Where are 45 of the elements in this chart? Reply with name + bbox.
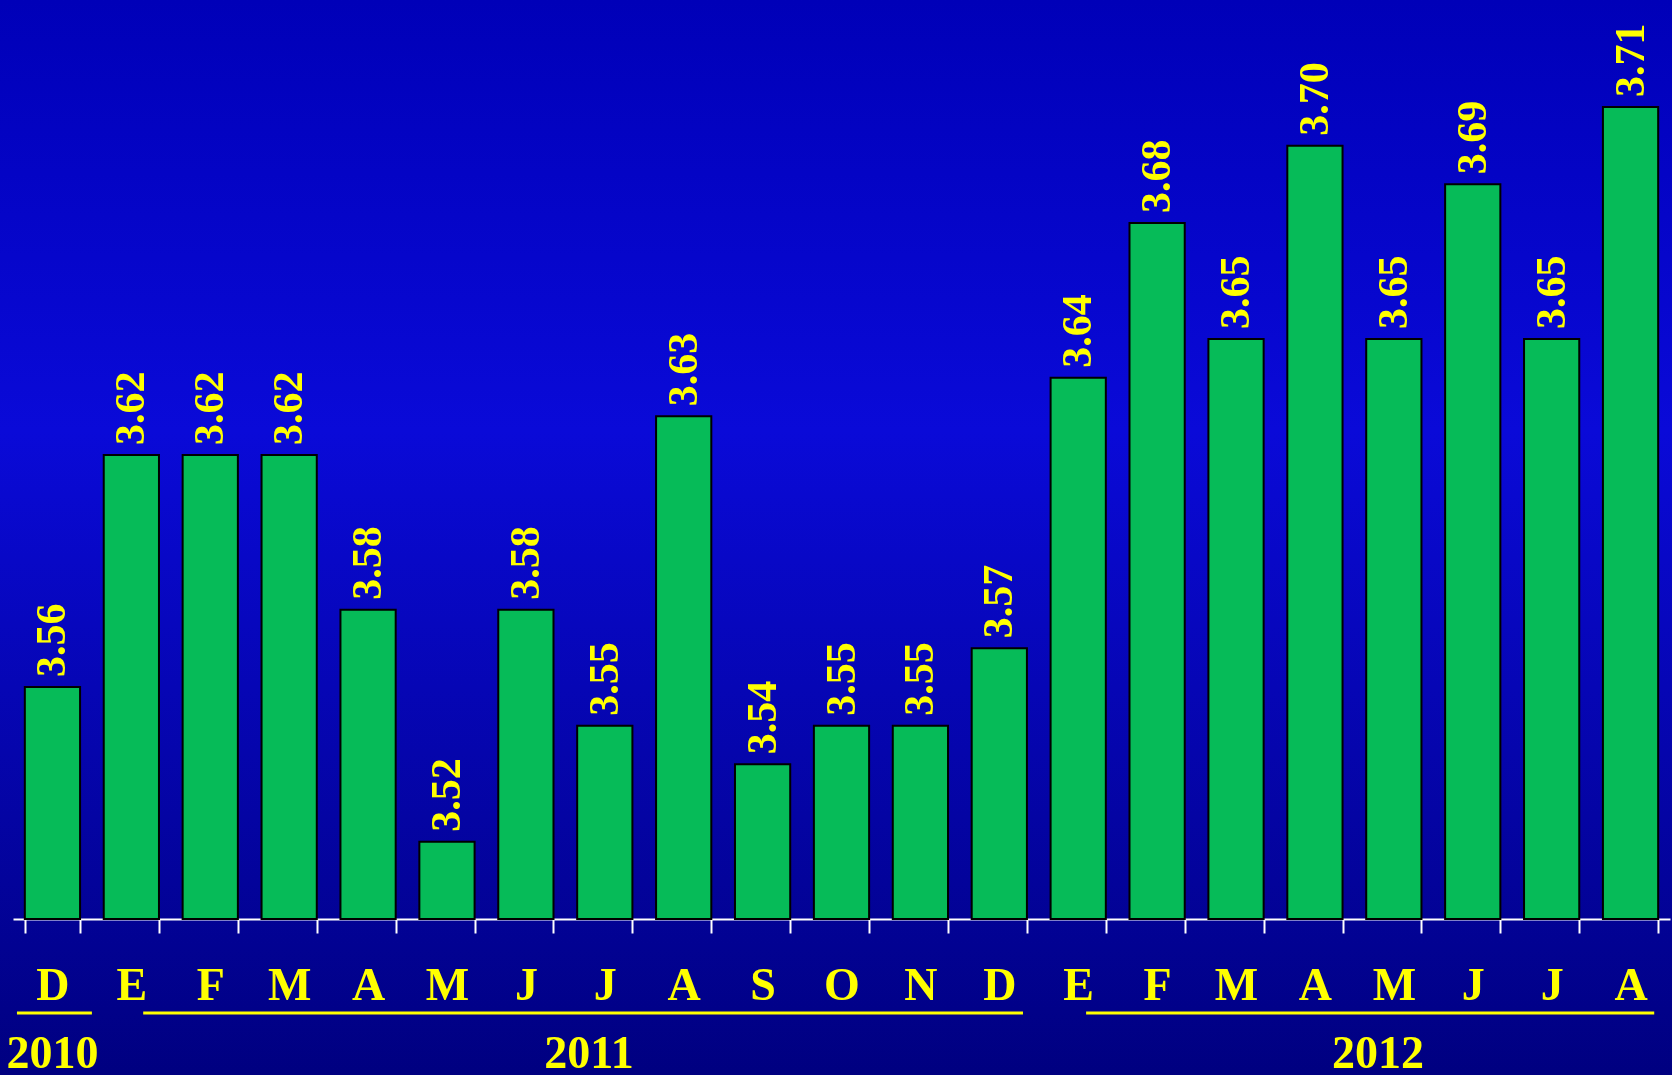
data-label: 3.56: [28, 603, 75, 677]
x-tick-label: F: [196, 958, 225, 1010]
x-tick-label: J: [514, 958, 538, 1010]
x-tick-label: A: [667, 958, 701, 1010]
data-label: 3.62: [265, 371, 312, 445]
x-tick-label: J: [1461, 958, 1485, 1010]
data-label: 3.64: [1054, 294, 1101, 368]
data-label: 3.55: [896, 642, 943, 716]
x-tick-label: D: [36, 958, 70, 1010]
data-label: 3.58: [344, 526, 391, 600]
data-label: 3.62: [107, 371, 154, 445]
x-tick-label: M: [1372, 958, 1417, 1010]
x-tick-label: E: [1063, 958, 1095, 1010]
data-label: 3.57: [975, 564, 1022, 639]
x-tick-label: J: [1540, 958, 1564, 1010]
x-tick-label: A: [1614, 958, 1648, 1010]
data-label: 3.54: [738, 680, 785, 755]
data-label: 3.65: [1369, 255, 1416, 329]
x-tick-label: M: [267, 958, 312, 1010]
data-label: 3.63: [659, 332, 706, 407]
data-label: 3.65: [1527, 255, 1574, 329]
x-tick-label: D: [983, 958, 1017, 1010]
x-tick-label: O: [824, 958, 860, 1010]
x-tick-label: S: [750, 958, 776, 1010]
data-label: 3.52: [422, 758, 469, 832]
data-label: 3.58: [501, 526, 548, 600]
data-label: 3.69: [1448, 100, 1495, 175]
data-label: 3.65: [1212, 255, 1259, 329]
data-label: 3.71: [1606, 23, 1653, 97]
data-label: 3.62: [186, 371, 233, 445]
x-tick-label: M: [425, 958, 470, 1010]
text: 2012: [1332, 1027, 1425, 1075]
x-tick-label: M: [1214, 958, 1259, 1010]
x-tick-label: F: [1143, 958, 1172, 1010]
x-tick-label: A: [351, 958, 386, 1010]
data-label: 3.55: [817, 642, 864, 716]
data-label: 3.55: [580, 642, 627, 716]
data-label: 3.70: [1290, 62, 1337, 136]
data-label: 3.68: [1133, 139, 1180, 213]
x-tick-label: A: [1298, 958, 1333, 1010]
x-tick-label: N: [904, 958, 938, 1010]
text: 2011: [544, 1027, 634, 1075]
x-tick-label: J: [593, 958, 617, 1010]
text: 2010: [6, 1027, 99, 1075]
x-tick-label: E: [116, 958, 148, 1010]
